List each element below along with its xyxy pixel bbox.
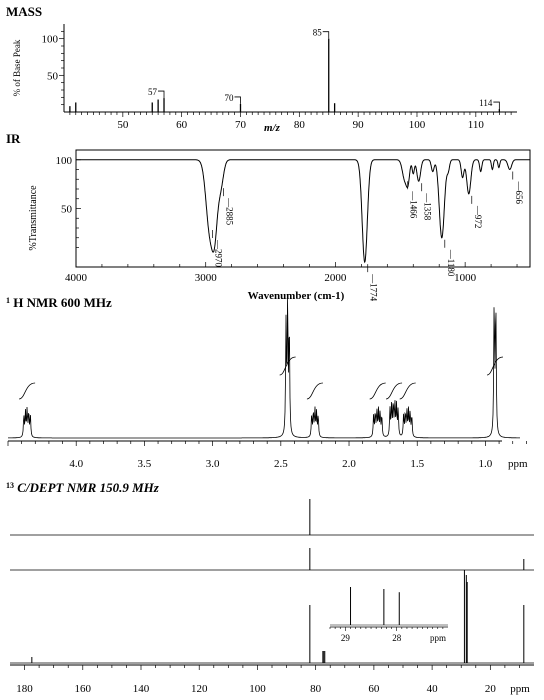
hnmr-x-tick-label: 2.5 [274,458,288,470]
cnmr-inset-x-label: ppm [430,633,446,643]
cnmr-x-tick-label: 20 [485,683,497,695]
mass-peak-label-leader [234,96,241,104]
ir-x-axis-label: Wavenumber (cm-1) [248,290,345,302]
ir-panel: IR %Transmittance 4000 3000 2000 100050100 … [6,131,531,302]
hnmr-x-axis-label: ppm [508,458,528,470]
hnmr-integral-curve [306,382,323,400]
mass-peak-label-leader [493,101,500,110]
cnmr-title-text: C/DEPT NMR 150.9 MHz [17,480,160,495]
ir-title: IR [6,131,21,146]
hnmr-title-superscript: 1 [6,296,10,305]
cnmr-x-tick-label: 80 [310,683,322,695]
ir-x-tick-label: 4000 [65,272,88,284]
cnmr-title-sup: 13 C/DEPT NMR 150.9 MHz [6,476,160,495]
hnmr-integral-curve [486,356,504,376]
dept135-spectrum [10,499,534,536]
mass-peak-label: 70 [224,93,234,103]
cnmr-inset-expansion: 29 28 ppm ppm [329,587,530,695]
mass-peak-label-leader [158,90,165,99]
ir-band-label: —2885 [225,197,235,226]
dept90-spectrum [10,548,534,571]
mass-peaks: 57 70 85 114 [69,28,501,112]
hnmr-x-tick-label: 3.0 [206,458,220,470]
hnmr-integral-curve [399,382,416,400]
mass-y-tick-label: 50 [47,70,59,82]
hnmr-title-text: H NMR 600 MHz [13,295,112,310]
mass-x-tick-label: 50 [117,119,129,131]
hnmr-integral-curve [385,382,403,400]
ir-band-label: —972 [473,205,483,229]
hnmr-x-tick-label: 4.0 [69,458,83,470]
ir-band-label: —1774 [369,273,379,302]
mass-x-tick-label: 60 [176,119,188,131]
mass-peak-label-leader [322,31,330,39]
cnmr-x-tick-label: 160 [75,683,92,695]
ir-band-label: —2970 [214,239,224,268]
ir-x-tick-label: 3000 [195,272,218,284]
ir-y-tick-label: 100 [56,155,73,167]
hnmr-panel: 1 H NMR 600 MHz 4.0 3.5 3.0 2.5 2.0 1.5 1.0 pp… [6,291,528,470]
hnmr-x-tick-label: 3.5 [138,458,152,470]
cnmr-title-superscript: 13 [6,481,14,490]
ir-band-label: —1358 [423,192,433,221]
hnmr-integral-curves [18,356,504,400]
hnmr-integral-curve [369,382,386,400]
mass-x-tick-label: 110 [468,119,485,131]
ir-band-labels: —2970 —2885 —1774 —1466 —1358 —1180 —972 —656 [212,171,524,302]
mass-x-axis-label: m/z [264,122,281,134]
mass-y-axis-label: % of Base Peak [12,39,22,96]
cnmr-x-tick-label: 100 [249,683,266,695]
mass-x-tick-label: 80 [294,119,306,131]
ir-spectrum-line [76,159,530,264]
cnmr-axes: 180 160 140 120 100 80 60 40 20 [10,664,534,695]
mass-x-tick-label: 70 [235,119,247,131]
ir-frame [75,149,531,268]
mass-y-tick-label: 100 [42,34,59,46]
mass-panel: MASS % of Base Peak 50 60 70 80 90 100 110 50 10… [6,4,517,134]
cnmr-inset-tick-label: 29 [341,633,351,643]
ir-y-axis-label: %Transmittance [28,185,39,251]
cnmr-panel: 13 C/DEPT NMR 150.9 MHz 180 160 140 120 100 8… [6,476,534,695]
hnmr-spectrum-line [8,298,520,439]
cnmr-inset-tick-label: 28 [392,633,402,643]
cnmr-x-tick-label: 40 [427,683,439,695]
ir-band-label: —656 [514,181,524,205]
cnmr-x-axis-label: ppm [510,683,530,695]
mass-x-tick-label: 100 [409,119,426,131]
mass-axes: 50 60 70 80 90 100 110 50 100 [42,24,517,131]
carbon13-spectrum [10,570,534,664]
mass-title: MASS [6,4,42,19]
mass-peak-label: 57 [148,87,158,97]
mass-peak-label: 114 [479,98,493,108]
hnmr-x-tick-label: 1.5 [410,458,424,470]
cnmr-x-tick-label: 60 [368,683,380,695]
cnmr-x-tick-label: 140 [133,683,150,695]
hnmr-x-tick-label: 2.0 [342,458,356,470]
ir-x-tick-label: 2000 [324,272,347,284]
mass-peak-label: 85 [313,28,323,38]
mass-x-tick-label: 90 [353,119,365,131]
hnmr-axes: 4.0 3.5 3.0 2.5 2.0 1.5 1.0 [7,440,527,470]
cnmr-x-tick-label: 180 [16,683,33,695]
ir-band-label: —1466 [409,190,419,219]
cnmr-x-tick-label: 120 [191,683,208,695]
hnmr-integral-curve [279,356,296,376]
ir-y-tick-label: 50 [61,204,73,216]
ir-x-tick-label: 1000 [454,272,477,284]
ir-axes: 4000 3000 2000 1000 50 100 [56,149,531,284]
ir-band-label: —1180 [446,249,456,277]
hnmr-title-sup: 1 H NMR 600 MHz [6,291,112,310]
hnmr-x-tick-label: 1.0 [479,458,493,470]
hnmr-integral-curve [18,382,36,400]
